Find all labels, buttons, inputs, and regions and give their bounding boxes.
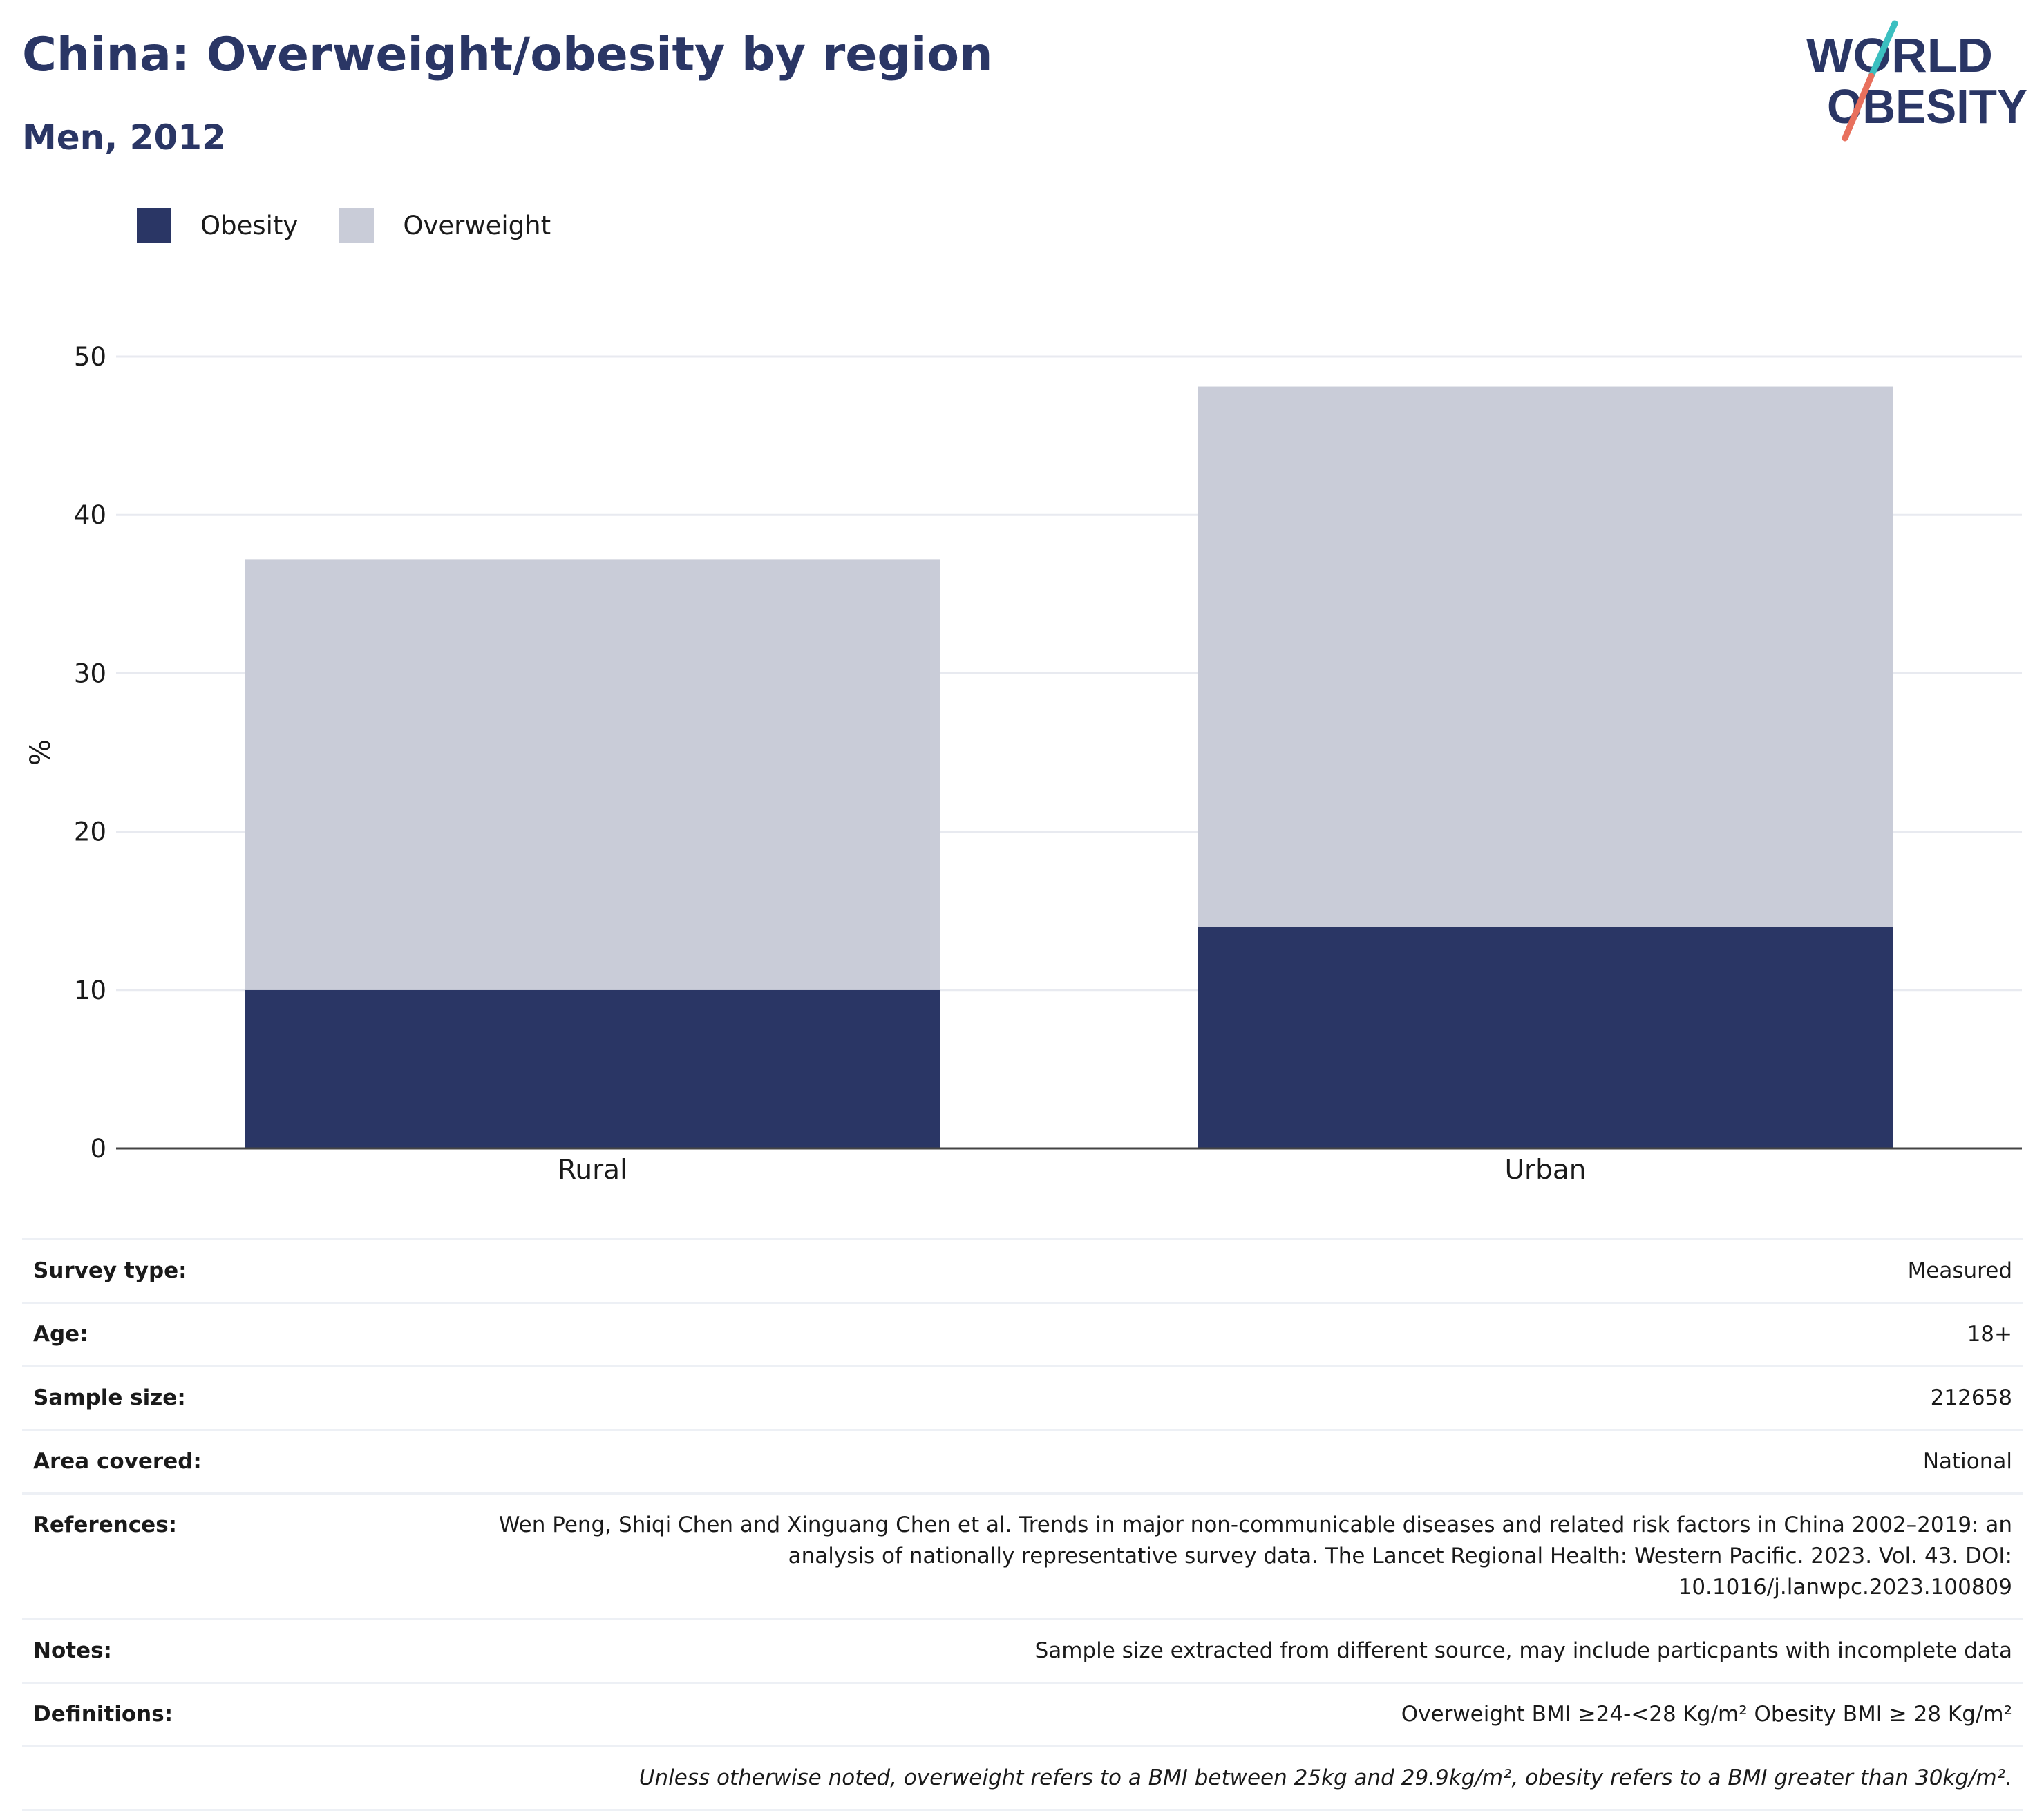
chart-title: China: Overweight/obesity by region bbox=[22, 28, 993, 82]
meta-row-footnote: Unless otherwise noted, overweight refer… bbox=[22, 1746, 2023, 1810]
meta-value: Overweight BMI ≥24-<28 Kg/m² Obesity BMI… bbox=[1401, 1702, 2012, 1727]
x-tick-label: Urban bbox=[1505, 1155, 1587, 1186]
bar-obesity-rural bbox=[245, 989, 940, 1148]
meta-value: Wen Peng, Shiqi Chen and Xinguang Chen e… bbox=[498, 1513, 2012, 1600]
meta-row-sample-size: Sample size: 212658 bbox=[22, 1366, 2023, 1430]
meta-row-survey-type: Survey type: Measured bbox=[22, 1239, 2023, 1303]
logo-slash-bottom bbox=[1842, 73, 1875, 142]
meta-value: 212658 bbox=[1930, 1385, 2012, 1410]
meta-label: Survey type: bbox=[33, 1258, 187, 1283]
meta-label: Age: bbox=[33, 1322, 88, 1347]
chart-legend: Obesity Overweight bbox=[137, 206, 592, 245]
meta-row-references: References: Wen Peng, Shiqi Chen and Xin… bbox=[22, 1493, 2023, 1620]
meta-label: Notes: bbox=[33, 1638, 112, 1663]
meta-value: Measured bbox=[1907, 1258, 2012, 1283]
legend-item-overweight[interactable]: Overweight bbox=[339, 208, 551, 243]
meta-value: National bbox=[1922, 1449, 2012, 1474]
y-tick-label: 0 bbox=[90, 1134, 106, 1164]
meta-row-age: Age: 18+ bbox=[22, 1302, 2023, 1367]
y-axis-label: % bbox=[25, 739, 57, 766]
legend-label-overweight: Overweight bbox=[403, 210, 551, 240]
bar-overweight-rural bbox=[245, 559, 940, 990]
chart-subtitle: Men, 2012 bbox=[22, 117, 226, 158]
bar-chart: 0 10 20 30 40 50% Rural Urban bbox=[25, 342, 2022, 1186]
y-tick-label: 20 bbox=[74, 817, 106, 847]
meta-value: Sample size extracted from different sou… bbox=[1034, 1638, 2012, 1663]
logo-text-world: WORLD bbox=[1806, 28, 1993, 82]
y-tick-label: 50 bbox=[74, 342, 106, 372]
x-tick-label: Rural bbox=[558, 1155, 627, 1186]
logo-slash-top bbox=[1868, 20, 1898, 79]
legend-swatch-obesity bbox=[137, 208, 171, 243]
meta-row-notes: Notes: Sample size extracted from differ… bbox=[22, 1619, 2023, 1683]
meta-label: Sample size: bbox=[33, 1385, 186, 1410]
meta-row-area-covered: Area covered: National bbox=[22, 1430, 2023, 1494]
bar-obesity-urban bbox=[1198, 927, 1893, 1148]
y-tick-label: 40 bbox=[74, 500, 106, 530]
meta-value: 18+ bbox=[1967, 1322, 2012, 1347]
legend-swatch-overweight bbox=[339, 208, 375, 243]
meta-label-empty bbox=[22, 1747, 473, 1810]
y-tick-label: 30 bbox=[74, 658, 106, 688]
y-tick-label: 10 bbox=[74, 976, 106, 1005]
world-obesity-logo: WORLD OBESITY bbox=[1806, 20, 2027, 142]
footnote: Unless otherwise noted, overweight refer… bbox=[638, 1765, 2012, 1790]
legend-item-obesity[interactable]: Obesity bbox=[137, 208, 298, 243]
bar-overweight-urban bbox=[1198, 386, 1893, 927]
meta-label: References: bbox=[33, 1513, 178, 1537]
metadata-table: Survey type: Measured Age: 18+ Sample si… bbox=[22, 1238, 2023, 1811]
meta-row-definitions: Definitions: Overweight BMI ≥24-<28 Kg/m… bbox=[22, 1682, 2023, 1747]
meta-label: Definitions: bbox=[33, 1702, 173, 1727]
legend-label-obesity: Obesity bbox=[200, 210, 299, 240]
meta-label: Area covered: bbox=[33, 1449, 202, 1474]
